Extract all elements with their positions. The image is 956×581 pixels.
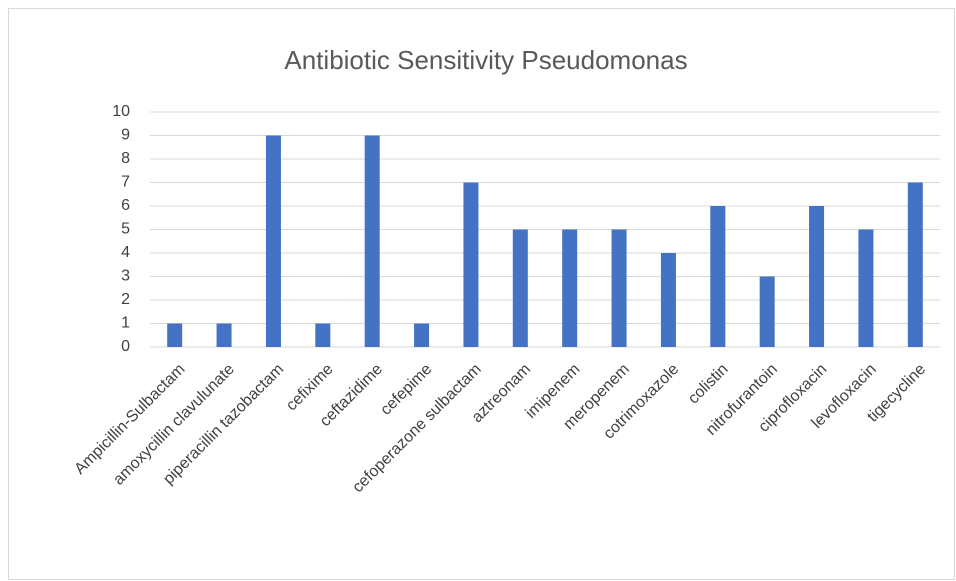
bar	[858, 229, 874, 347]
bar	[167, 323, 183, 347]
bar	[759, 276, 775, 347]
y-tick-label: 2	[121, 291, 130, 308]
chart-title: Antibiotic Sensitivity Pseudomonas	[284, 45, 687, 75]
bar	[315, 323, 331, 347]
bar	[660, 253, 676, 347]
bar	[364, 135, 380, 347]
y-tick-label: 4	[121, 244, 130, 261]
bar	[216, 323, 232, 347]
bar	[265, 135, 281, 347]
bar	[414, 323, 430, 347]
y-tick-label: 3	[121, 268, 130, 285]
bar	[562, 229, 578, 347]
y-tick-label: 6	[121, 197, 130, 214]
y-tick-label: 0	[121, 338, 130, 355]
bar	[710, 206, 726, 347]
bar	[907, 182, 923, 347]
y-tick-label: 10	[112, 103, 130, 120]
y-tick-label: 5	[121, 221, 130, 238]
bar	[611, 229, 627, 347]
bar	[463, 182, 479, 347]
y-tick-label: 8	[121, 150, 130, 167]
y-tick-label: 1	[121, 315, 130, 332]
chart-border	[8, 8, 955, 580]
bar	[809, 206, 825, 347]
y-tick-label: 9	[121, 127, 130, 144]
y-tick-label: 7	[121, 174, 130, 191]
bar	[512, 229, 528, 347]
